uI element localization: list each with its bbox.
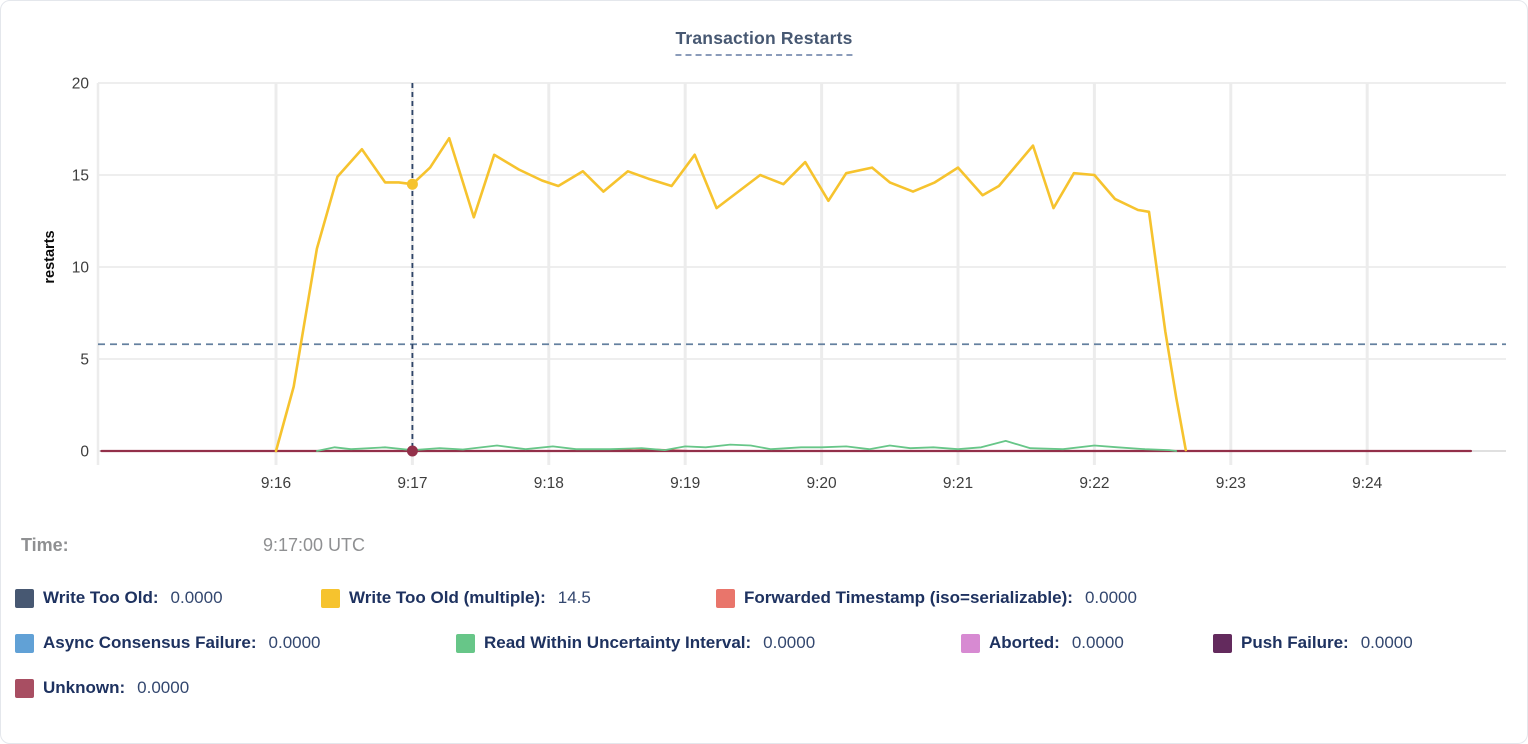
legend-swatch-aborted [961,633,980,653]
legend-item-forwarded-timestamp: Forwarded Timestamp (iso=serializable): … [716,588,1137,608]
legend-value: 14.5 [557,588,591,607]
hover-readout-time-row: Time: 9:17:00 UTC [1,535,1527,559]
hover-point-unknown [406,445,418,457]
legend-swatch-forwarded-timestamp [716,588,735,608]
x-tick-label: 9:24 [1352,475,1383,492]
legend-swatch-write-too-old [15,588,34,608]
legend-swatch-push-failure [1213,633,1232,653]
legend-swatch-write-too-old-multiple [321,588,340,608]
legend-label: Write Too Old: [43,588,159,607]
chart-canvas[interactable]: 0 5 10 15 20 9:16 9:17 9:18 9:19 9:20 9:21 9:22 9:23… [1,1,1528,521]
legend-value: 0.0000 [763,633,816,652]
legend-swatch-unknown [15,678,34,698]
legend-item-read-within-uncertainty-interval: Read Within Uncertainty Interval: 0.0000 [456,633,815,653]
legend-value: 0.0000 [268,633,321,652]
legend-label: Async Consensus Failure: [43,633,257,652]
x-tick-label: 9:17 [397,475,427,492]
y-tick-label: 15 [72,168,89,185]
legend-value: 0.0000 [1360,633,1413,652]
legend-item-write-too-old-multiple: Write Too Old (multiple): 14.5 [321,588,591,608]
legend-row-1: Write Too Old: 0.0000 Write Too Old (mul… [1,588,1527,612]
y-tick-label: 5 [80,352,89,369]
legend-label: Unknown: [43,678,126,697]
legend-value: 0.0000 [137,678,190,697]
legend-label: Aborted: [989,633,1060,652]
legend-label: Push Failure: [1241,633,1349,652]
legend-label: Read Within Uncertainty Interval: [484,633,752,652]
y-tick-label: 20 [72,76,90,93]
time-label: Time: [21,535,69,555]
x-tick-label: 9:18 [534,475,564,492]
legend-item-aborted: Aborted: 0.0000 [961,633,1124,653]
hover-point-write-too-old-multiple [406,178,418,190]
legend-item-push-failure: Push Failure: 0.0000 [1213,633,1413,653]
legend-label: Forwarded Timestamp (iso=serializable): [744,588,1073,607]
x-tick-label: 9:23 [1216,475,1246,492]
time-value: 9:17:00 UTC [263,535,366,555]
legend-swatch-async-consensus-failure [15,633,34,653]
x-tick-label: 9:21 [943,475,973,492]
legend-row-2: Async Consensus Failure: 0.0000 Read Wit… [1,633,1527,657]
legend-item-write-too-old: Write Too Old: 0.0000 [15,588,223,608]
legend-value: 0.0000 [1084,588,1137,607]
legend-label: Write Too Old (multiple): [349,588,546,607]
y-tick-label: 0 [80,444,89,461]
series-line-read-within-uncertainty-interval [315,439,1178,452]
legend-item-async-consensus-failure: Async Consensus Failure: 0.0000 [15,633,321,653]
legend-value: 0.0000 [1071,633,1124,652]
chart-title[interactable]: Transaction Restarts [675,28,853,56]
x-tick-label: 9:16 [261,475,291,492]
x-tick-label: 9:22 [1079,475,1109,492]
legend-value: 0.0000 [170,588,223,607]
legend-row-3: Unknown: 0.0000 [1,678,1527,702]
x-tick-label: 9:19 [670,475,700,492]
legend-swatch-read-within-uncertainty-interval [456,633,475,653]
legend-item-unknown: Unknown: 0.0000 [15,678,189,698]
y-tick-label: 10 [72,260,90,277]
x-tick-label: 9:20 [807,475,838,492]
